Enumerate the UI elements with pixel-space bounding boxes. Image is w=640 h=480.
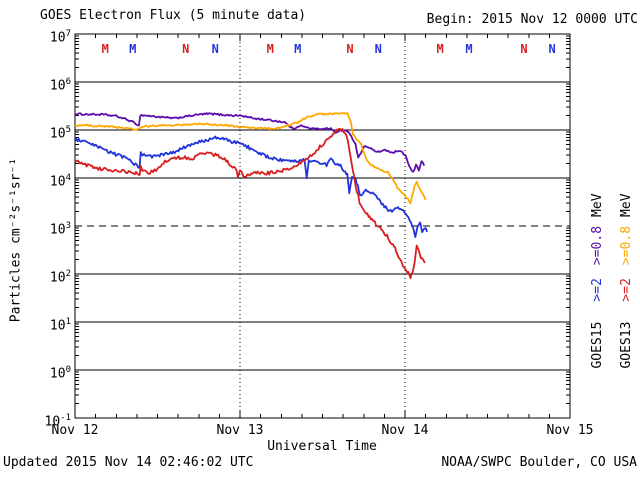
local-time-marker: N: [375, 42, 382, 56]
legend-goes15-ge2mev: >=2: [589, 278, 605, 302]
chart-title: GOES Electron Flux (5 minute data): [40, 8, 307, 23]
local-time-marker: M: [102, 42, 109, 56]
local-time-marker: M: [465, 42, 472, 56]
x-tick-label: Nov 15: [546, 423, 594, 438]
local-time-marker: M: [267, 42, 274, 56]
local-time-marker: N: [520, 42, 527, 56]
local-time-marker: N: [346, 42, 353, 56]
begin-time-label: Begin: 2015 Nov 12 0000 UTC: [426, 12, 638, 27]
legend-goes13-ge08mev: >=0.8: [618, 225, 634, 266]
series-goes15-2mev: [75, 135, 428, 239]
x-tick-label: Nov 13: [216, 423, 264, 438]
y-tick-label: 100: [49, 365, 71, 382]
local-time-marker: N: [549, 42, 556, 56]
legend-goes15-mev-unit: MeV: [589, 193, 605, 217]
source-attribution: NOAA/SWPC Boulder, CO USA: [441, 455, 637, 470]
y-axis-label: Particles cm⁻²s⁻¹sr⁻¹: [8, 157, 24, 323]
series-goes15-0.8mev: [75, 112, 426, 173]
local-time-marker: N: [212, 42, 219, 56]
series-goes13-2mev: [75, 127, 426, 280]
legend-goes15: GOES15 >=2 >=0.8 MeV: [589, 141, 605, 421]
local-time-marker: M: [129, 42, 136, 56]
x-axis-title: Universal Time: [267, 439, 377, 454]
y-tick-label: 105: [49, 125, 71, 142]
y-tick-label: 106: [49, 77, 71, 94]
series-lines: [75, 112, 428, 280]
updated-timestamp: Updated 2015 Nov 14 02:46:02 UTC: [3, 455, 254, 470]
y-tick-label: 104: [49, 173, 71, 190]
local-time-marker: M: [436, 42, 443, 56]
y-tick-label: 107: [49, 29, 71, 46]
series-goes13-0.8mev: [75, 112, 427, 205]
legend-goes13-satellite: GOES13: [618, 321, 634, 369]
legend-goes13-mev-unit: MeV: [618, 193, 634, 217]
x-tick-label: Nov 12: [51, 423, 99, 438]
legend-goes13: GOES13 >=2 >=0.8 MeV: [618, 141, 634, 421]
y-tick-label: 102: [49, 269, 71, 286]
y-tick-label: 103: [49, 221, 71, 238]
legend-goes15-satellite: GOES15: [589, 321, 605, 369]
x-tick-label: Nov 14: [381, 423, 429, 438]
y-tick-label: 101: [49, 317, 71, 334]
legend-goes15-ge08mev: >=0.8: [589, 225, 605, 266]
legend-goes13-ge2mev: >=2: [618, 278, 634, 302]
local-time-marker: N: [182, 42, 189, 56]
local-time-marker: M: [294, 42, 301, 56]
y-tick-label: 10-1: [44, 413, 72, 430]
